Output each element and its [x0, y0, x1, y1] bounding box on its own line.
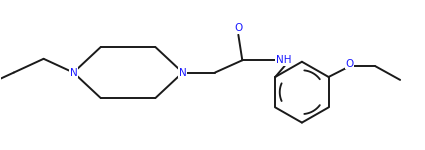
Text: NH: NH [276, 55, 291, 65]
Text: N: N [70, 68, 77, 78]
Text: N: N [179, 68, 187, 78]
Text: O: O [346, 59, 354, 69]
Text: O: O [234, 23, 242, 33]
